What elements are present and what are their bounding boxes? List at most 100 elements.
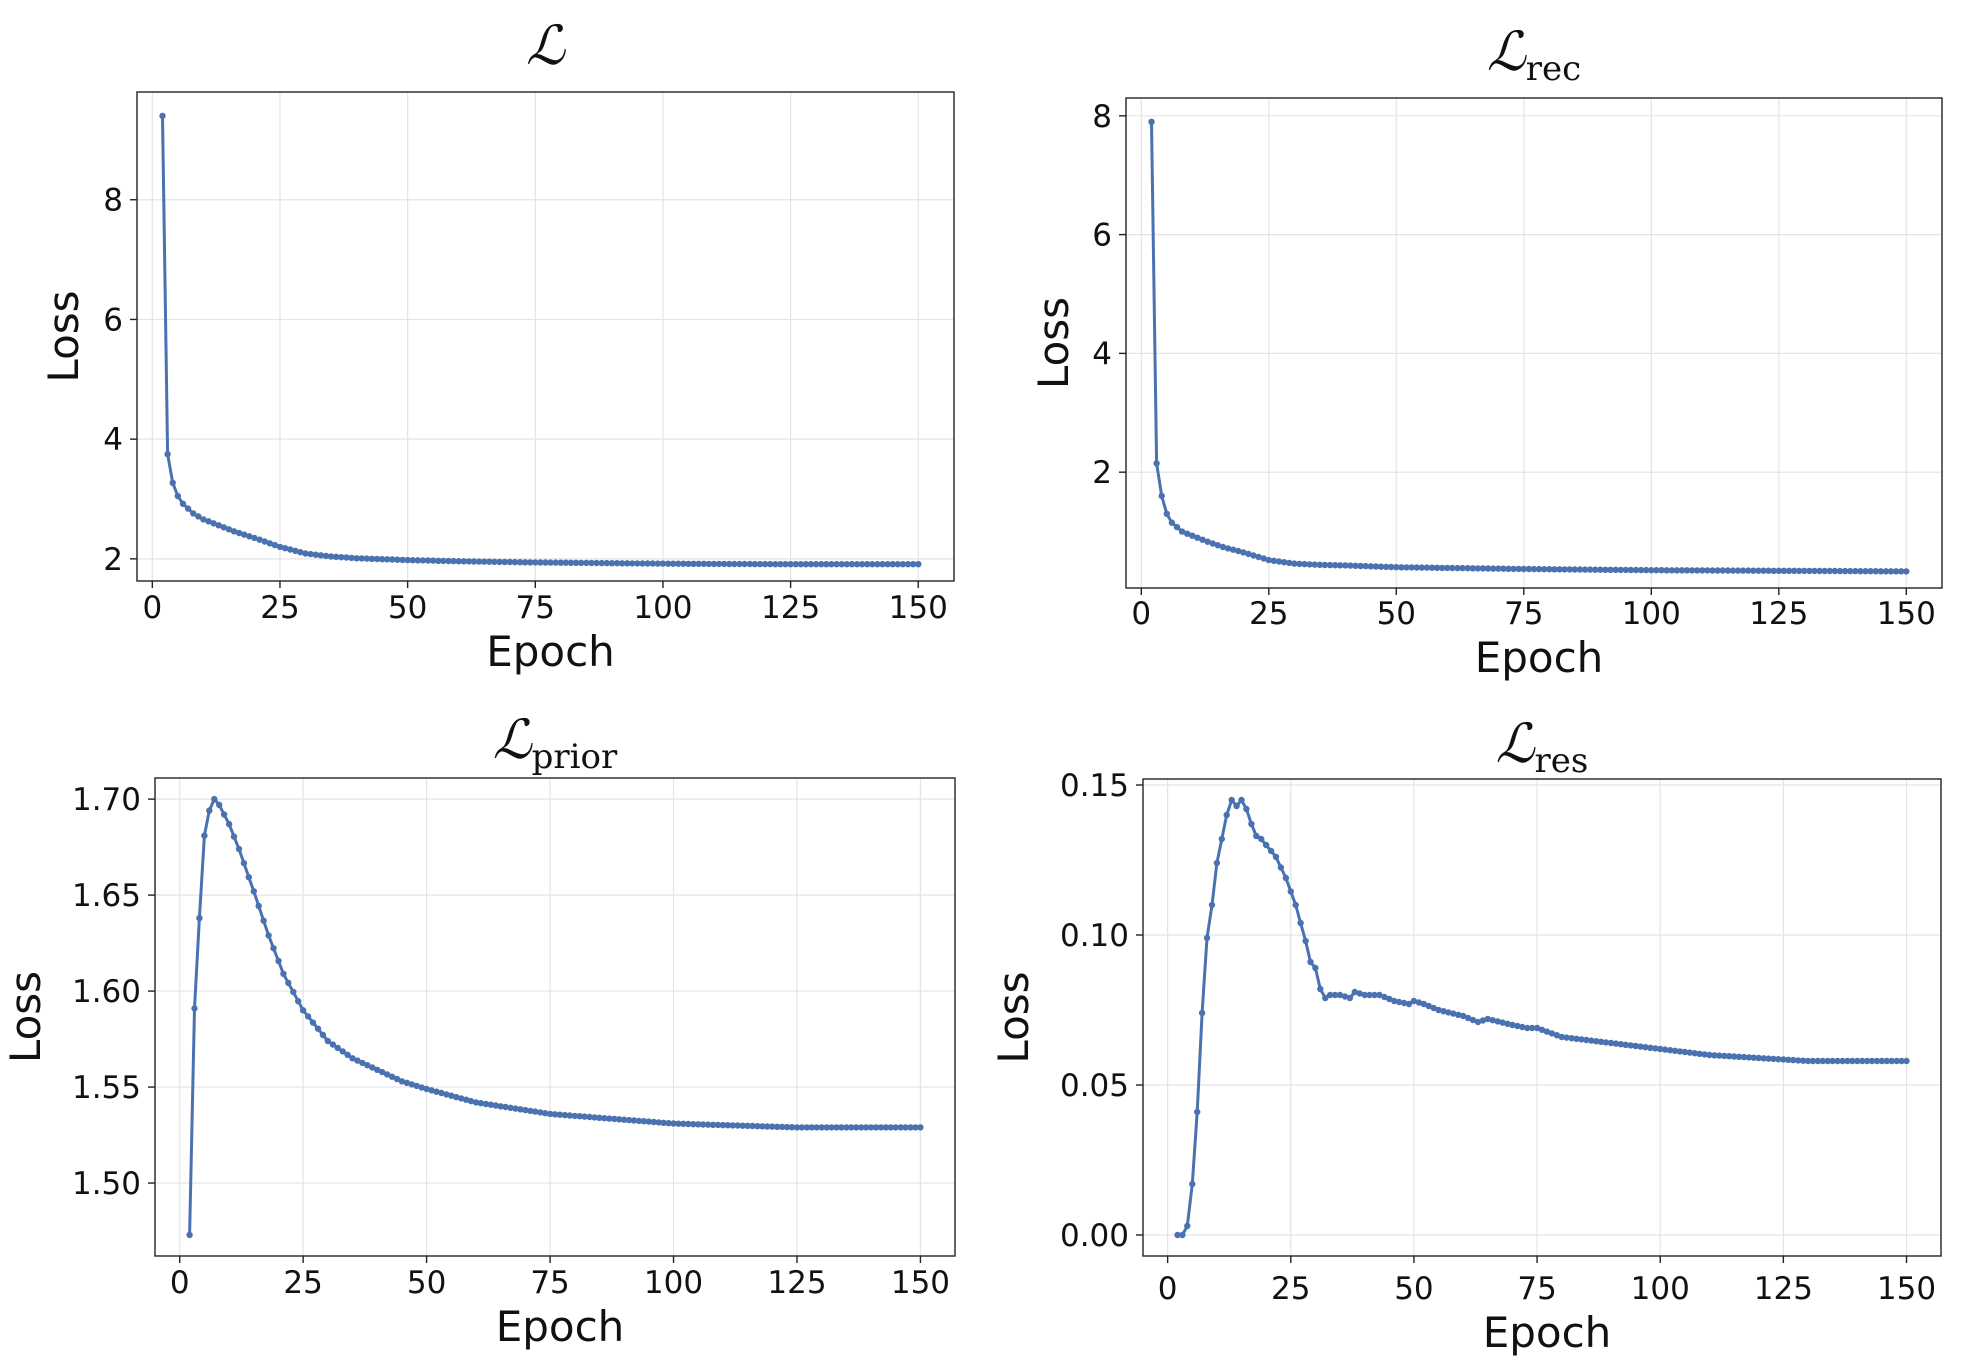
data-point [1306, 561, 1313, 568]
data-point [1270, 557, 1278, 564]
data-point [739, 1122, 746, 1129]
data-point [1219, 543, 1227, 551]
data-point [1381, 993, 1388, 1001]
data-point [448, 1092, 455, 1099]
data-point [1282, 874, 1290, 882]
data-point [746, 560, 753, 568]
data-point [332, 553, 340, 560]
data-point [179, 500, 187, 507]
data-point [1622, 566, 1630, 574]
data-point [369, 1064, 376, 1071]
data-point [1831, 567, 1839, 575]
data-point [1785, 567, 1793, 574]
data-point [1566, 566, 1573, 573]
data-point [1178, 528, 1186, 535]
data-point [833, 1124, 840, 1131]
data-point [912, 1124, 919, 1131]
plot-area-frame [136, 91, 955, 582]
data-point [1464, 565, 1471, 572]
data-point [1681, 1048, 1689, 1056]
data-point [1356, 990, 1363, 997]
data-point [754, 1123, 761, 1130]
data-point [1275, 558, 1283, 565]
data-point [603, 559, 610, 567]
x-tick-label: 50 [388, 590, 427, 626]
data-point [675, 1120, 682, 1127]
data-point [1714, 567, 1721, 574]
data-point [435, 557, 442, 564]
data-point [327, 553, 335, 560]
data-point [1233, 802, 1240, 810]
data-point [280, 970, 287, 977]
data-point [184, 505, 192, 512]
data-point [1158, 492, 1165, 500]
data-point [256, 536, 263, 543]
data-point [1454, 564, 1461, 572]
data-point [1286, 559, 1293, 567]
x-tick-label: 0 [1131, 596, 1151, 632]
data-point [1898, 1057, 1905, 1065]
data-point [625, 1116, 633, 1124]
data-point [710, 560, 718, 568]
data-point [1311, 561, 1318, 568]
data-point [1347, 562, 1354, 569]
data-point [1376, 991, 1383, 999]
data-point [1857, 568, 1864, 575]
data-point [779, 1123, 786, 1131]
x-tick-label: 125 [1749, 596, 1808, 632]
data-point [1495, 565, 1502, 572]
data-point [348, 554, 355, 562]
data-point [344, 1051, 351, 1059]
data-point [1597, 566, 1604, 573]
data-point [196, 914, 203, 922]
y-tick-label: 0.05 [1060, 1068, 1129, 1104]
data-point [398, 1078, 406, 1085]
data-point [1750, 1054, 1758, 1061]
data-point [460, 558, 467, 565]
data-point [1583, 1036, 1590, 1044]
data-point [1460, 1012, 1467, 1020]
data-point [1208, 901, 1216, 909]
data-point [414, 557, 421, 564]
data-point [292, 547, 299, 554]
data-point [511, 558, 519, 566]
data-point [567, 559, 575, 566]
data-point [1816, 567, 1823, 575]
data-point [828, 1124, 835, 1131]
data-point [487, 1101, 494, 1108]
data-point [1726, 1053, 1733, 1060]
data-point [438, 1089, 445, 1097]
data-point [675, 560, 682, 567]
data-point [1573, 1035, 1580, 1043]
data-point [453, 1093, 460, 1101]
data-point [704, 1121, 712, 1128]
y-tick-label: 4 [1092, 336, 1112, 372]
data-point [275, 957, 282, 965]
data-point [1688, 567, 1696, 574]
data-point [1607, 1039, 1615, 1047]
data-point [462, 1096, 470, 1103]
data-point [1291, 560, 1298, 567]
data-point [907, 1124, 914, 1131]
data-point [894, 561, 901, 568]
data-point [1903, 1057, 1910, 1065]
data-point [1872, 568, 1879, 575]
data-point [1535, 565, 1543, 573]
data-point [1357, 562, 1364, 570]
y-tick-label: 1.50 [72, 1166, 141, 1202]
data-point [210, 520, 217, 527]
data-point [290, 988, 297, 996]
data-point [1450, 1010, 1457, 1017]
data-point [164, 450, 171, 458]
data-point [1543, 1028, 1551, 1035]
data-point [211, 795, 218, 803]
data-point [1852, 567, 1859, 575]
data-point [556, 1111, 564, 1118]
data-point [517, 1106, 524, 1113]
data-point [467, 1097, 475, 1105]
data-point [1238, 796, 1245, 804]
data-point [724, 1122, 731, 1129]
data-point [1408, 564, 1415, 571]
data-point [220, 524, 227, 531]
data-point [593, 559, 600, 567]
